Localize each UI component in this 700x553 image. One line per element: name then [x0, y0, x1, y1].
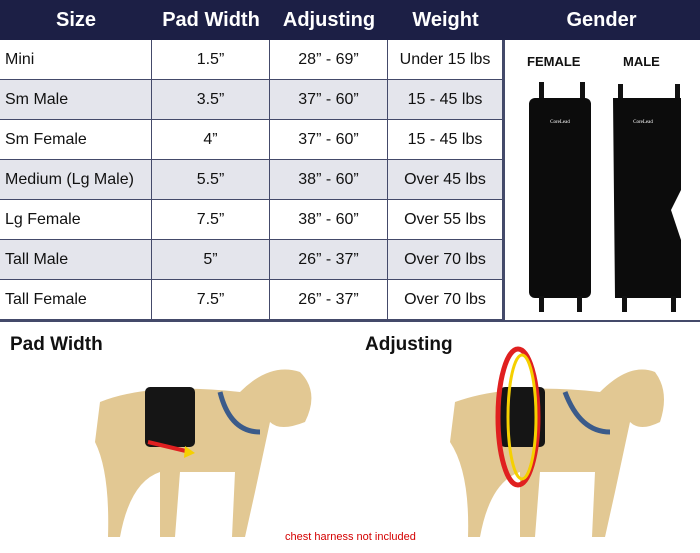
cell-weight: 15 - 45 lbs — [388, 120, 503, 160]
cell-adjusting: 37” - 60” — [270, 120, 388, 160]
header-pad-width: Pad Width — [162, 9, 260, 31]
header-weight: Weight — [412, 9, 479, 31]
cell-pad-width: 5.5” — [152, 160, 270, 200]
cell-size: Sm Male — [0, 80, 152, 120]
cell-pad-width: 7.5” — [152, 200, 270, 240]
cell-weight: Over 55 lbs — [388, 200, 503, 240]
cell-size: Medium (Lg Male) — [0, 160, 152, 200]
cell-weight: 15 - 45 lbs — [388, 80, 503, 120]
brand-logo: CoreLead — [550, 120, 570, 125]
table-row: Tall Male 5” 26” - 37” Over 70 lbs — [0, 240, 503, 280]
cell-weight: Over 70 lbs — [388, 240, 503, 280]
cell-pad-width: 4” — [152, 120, 270, 160]
dog-photos — [95, 346, 664, 537]
table-header: Size Pad Width Adjusting Weight Gender — [0, 0, 700, 40]
svg-text:CoreLead: CoreLead — [633, 120, 653, 125]
cell-adjusting: 28” - 69” — [270, 40, 388, 80]
cell-pad-width: 3.5” — [152, 80, 270, 120]
table-row: Medium (Lg Male) 5.5” 38” - 60” Over 45 lbs — [0, 160, 503, 200]
cell-adjusting: 38” - 60” — [270, 200, 388, 240]
table-row: Sm Female 4” 37” - 60” 15 - 45 lbs — [0, 120, 503, 160]
table-row: Lg Female 7.5” 38” - 60” Over 55 lbs — [0, 200, 503, 240]
cell-weight: Over 45 lbs — [388, 160, 503, 200]
harness-pads-image: CoreLead CoreLead — [529, 82, 681, 312]
cell-size: Tall Female — [0, 280, 152, 320]
header-gender: Gender — [566, 9, 637, 31]
table-row: Mini 1.5” 28” - 69” Under 15 lbs — [0, 40, 503, 80]
cell-adjusting: 26” - 37” — [270, 280, 388, 320]
cell-weight: Over 70 lbs — [388, 280, 503, 320]
dog-adjusting-image — [450, 346, 664, 537]
table-row: Sm Male 3.5” 37” - 60” 15 - 45 lbs — [0, 80, 503, 120]
table-row: Tall Female 7.5” 26” - 37” Over 70 lbs — [0, 280, 503, 320]
dog-pad-width-image — [95, 369, 312, 537]
cell-pad-width: 5” — [152, 240, 270, 280]
cell-pad-width: 7.5” — [152, 280, 270, 320]
female-label: FEMALE — [527, 54, 581, 69]
pad-width-title: Pad Width — [10, 334, 103, 355]
harness-note: chest harness not included — [285, 531, 416, 543]
adjusting-title: Adjusting — [365, 334, 453, 355]
cell-size: Sm Female — [0, 120, 152, 160]
header-adjusting: Adjusting — [282, 9, 376, 31]
cell-weight: Under 15 lbs — [388, 40, 503, 80]
male-label: MALE — [623, 54, 660, 69]
female-pad: CoreLead — [529, 82, 591, 312]
cell-adjusting: 26” - 37” — [270, 240, 388, 280]
header-size: Size — [55, 9, 97, 31]
cell-pad-width: 1.5” — [152, 40, 270, 80]
cell-size: Tall Male — [0, 240, 152, 280]
usage-illustrations: Pad Width Adjusting chest harness not in… — [0, 320, 700, 551]
gender-panel: FEMALE MALE CoreLead CoreLead — [503, 40, 700, 320]
cell-size: Mini — [0, 40, 152, 80]
cell-size: Lg Female — [0, 200, 152, 240]
cell-adjusting: 38” - 60” — [270, 160, 388, 200]
male-pad: CoreLead — [613, 84, 681, 312]
cell-adjusting: 37” - 60” — [270, 80, 388, 120]
